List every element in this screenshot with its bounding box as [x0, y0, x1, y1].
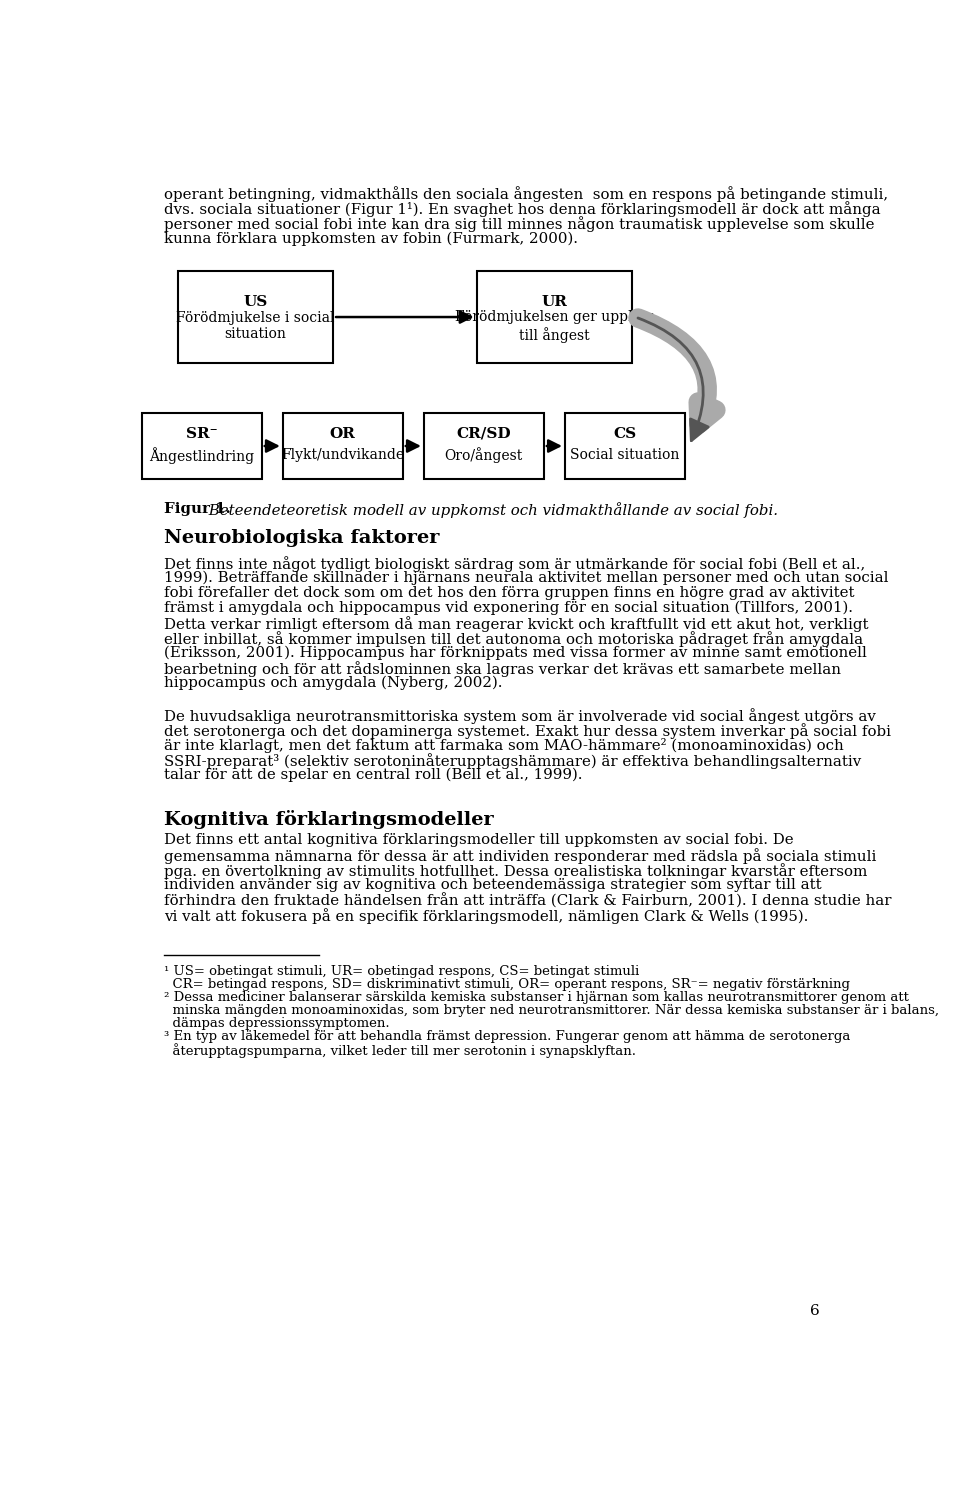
Text: vi valt att fokusera på en specifik förklaringsmodell, nämligen Clark & Wells (1: vi valt att fokusera på en specifik förk…	[164, 909, 808, 923]
FancyBboxPatch shape	[142, 413, 262, 479]
Text: ³ En typ av läkemedel för att behandla främst depression. Fungerar genom att häm: ³ En typ av läkemedel för att behandla f…	[164, 1030, 851, 1042]
Text: Neurobiologiska faktorer: Neurobiologiska faktorer	[164, 529, 440, 547]
Text: gemensamma nämnarna för dessa är att individen responderar med rädsla på sociala: gemensamma nämnarna för dessa är att ind…	[164, 848, 876, 864]
Text: dämpas depressionssymptomen.: dämpas depressionssymptomen.	[164, 1017, 390, 1030]
Text: det serotonerga och det dopaminerga systemet. Exakt hur dessa system inverkar på: det serotonerga och det dopaminerga syst…	[164, 723, 891, 739]
Text: främst i amygdala och hippocampus vid exponering för en social situation (Tillfo: främst i amygdala och hippocampus vid ex…	[164, 601, 853, 616]
Text: är inte klarlagt, men det faktum att farmaka som MAO-hämmare² (monoaminoxidas) o: är inte klarlagt, men det faktum att far…	[164, 738, 844, 752]
Text: Detta verkar rimligt eftersom då man reagerar kvickt och kraftfullt vid ett akut: Detta verkar rimligt eftersom då man rea…	[164, 616, 869, 632]
FancyBboxPatch shape	[564, 413, 685, 479]
Text: operant betingning, vidmakthålls den sociala ångesten  som en respons på betinga: operant betingning, vidmakthålls den soc…	[164, 186, 888, 202]
Text: SR⁻: SR⁻	[186, 427, 218, 440]
Text: Flykt/undvikande: Flykt/undvikande	[281, 448, 404, 462]
Text: hippocampus och amygdala (Nyberg, 2002).: hippocampus och amygdala (Nyberg, 2002).	[164, 677, 503, 690]
Text: ² Dessa mediciner balanserar särskilda kemiska substanser i hjärnan som kallas n: ² Dessa mediciner balanserar särskilda k…	[164, 990, 909, 1004]
Text: Förödmjukelsen ger upphov
till ångest: Förödmjukelsen ger upphov till ångest	[455, 311, 653, 342]
Text: individen använder sig av kognitiva och beteendemässiga strategier som syftar ti: individen använder sig av kognitiva och …	[164, 877, 822, 892]
Text: Det finns ett antal kognitiva förklaringsmodeller till uppkomsten av social fobi: Det finns ett antal kognitiva förklaring…	[164, 833, 794, 848]
FancyBboxPatch shape	[476, 271, 632, 363]
Text: ¹ US= obetingat stimuli, UR= obetingad respons, CS= betingat stimuli: ¹ US= obetingat stimuli, UR= obetingad r…	[164, 965, 639, 977]
Text: Förödmjukelse i social
situation: Förödmjukelse i social situation	[177, 311, 335, 342]
Text: SSRI-preparat³ (selektiv serotoninåterupptagshämmare) är effektiva behandlingsal: SSRI-preparat³ (selektiv serotoninåterup…	[164, 752, 861, 769]
Text: eller inbillat, så kommer impulsen till det autonoma och motoriska pådraget från: eller inbillat, så kommer impulsen till …	[164, 630, 863, 647]
Text: Social situation: Social situation	[570, 448, 680, 462]
Text: OR: OR	[330, 427, 356, 440]
Text: Det finns inte något tydligt biologiskt särdrag som är utmärkande för social fob: Det finns inte något tydligt biologiskt …	[164, 556, 865, 571]
Text: förhindra den fruktade händelsen från att inträffa (Clark & Fairburn, 2001). I d: förhindra den fruktade händelsen från at…	[164, 894, 892, 909]
Text: minska mängden monoaminoxidas, som bryter ned neurotransmittorer. När dessa kemi: minska mängden monoaminoxidas, som bryte…	[164, 1004, 939, 1017]
Text: pga. en övertolkning av stimulits hotfullhet. Dessa orealistiska tolkningar kvar: pga. en övertolkning av stimulits hotful…	[164, 862, 868, 879]
Text: fobi förefaller det dock som om det hos den förra gruppen finns en högre grad av: fobi förefaller det dock som om det hos …	[164, 586, 854, 599]
Text: CS: CS	[613, 427, 636, 440]
FancyBboxPatch shape	[283, 413, 403, 479]
Text: CR= betingad respons, SD= diskriminativt stimuli, OR= operant respons, SR⁻= nega: CR= betingad respons, SD= diskriminativt…	[164, 977, 851, 990]
Text: UR: UR	[541, 294, 567, 309]
Text: Beteendeteoretisk modell av uppkomst och vidmakthållande av social fobi.: Beteendeteoretisk modell av uppkomst och…	[204, 501, 779, 517]
Text: De huvudsakliga neurotransmittoriska system som är involverade vid social ångest: De huvudsakliga neurotransmittoriska sys…	[164, 708, 876, 724]
Text: Figur 1.: Figur 1.	[164, 501, 231, 516]
Text: 1999). Beträffande skillnader i hjärnans neurala aktivitet mellan personer med o: 1999). Beträffande skillnader i hjärnans…	[164, 571, 889, 586]
Text: Ångestlindring: Ångestlindring	[149, 446, 254, 464]
Text: återupptagspumparna, vilket leder till mer serotonin i synapsklyftan.: återupptagspumparna, vilket leder till m…	[164, 1044, 636, 1059]
FancyBboxPatch shape	[423, 413, 544, 479]
Text: dvs. sociala situationer (Figur 1¹). En svaghet hos denna förklaringsmodell är d: dvs. sociala situationer (Figur 1¹). En …	[164, 201, 881, 217]
Text: kunna förklara uppkomsten av fobin (Furmark, 2000).: kunna förklara uppkomsten av fobin (Furm…	[164, 230, 578, 245]
Text: bearbetning och för att rådslominnen ska lagras verkar det krävas ett samarbete : bearbetning och för att rådslominnen ska…	[164, 660, 841, 677]
Text: US: US	[244, 294, 268, 309]
Text: Oro/ångest: Oro/ångest	[444, 448, 523, 462]
Text: (Eriksson, 2001). Hippocampus har förknippats med vissa former av minne samt emo: (Eriksson, 2001). Hippocampus har förkni…	[164, 645, 867, 660]
FancyBboxPatch shape	[179, 271, 333, 363]
Text: CR/SD: CR/SD	[457, 427, 511, 440]
Text: 6: 6	[810, 1304, 820, 1317]
Text: Kognitiva förklaringsmodeller: Kognitiva förklaringsmodeller	[164, 810, 494, 828]
Text: talar för att de spelar en central roll (Bell et al., 1999).: talar för att de spelar en central roll …	[164, 767, 583, 782]
Text: personer med social fobi inte kan dra sig till minnes någon traumatisk upplevels: personer med social fobi inte kan dra si…	[164, 216, 875, 232]
